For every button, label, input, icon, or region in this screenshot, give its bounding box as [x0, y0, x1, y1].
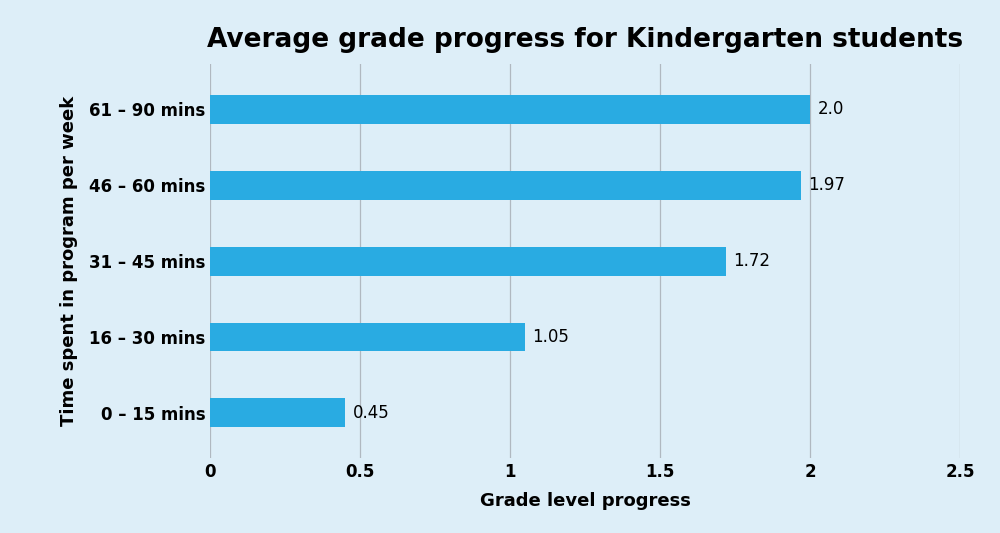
Text: 1.05: 1.05 — [532, 328, 569, 346]
Text: 1.97: 1.97 — [808, 176, 845, 195]
Bar — [210, 399, 345, 427]
Bar — [210, 322, 525, 351]
Text: 2.0: 2.0 — [818, 100, 844, 118]
Title: Average grade progress for Kindergarten students: Average grade progress for Kindergarten … — [207, 27, 963, 53]
Bar — [210, 247, 726, 276]
Text: 1.72: 1.72 — [734, 252, 770, 270]
Bar — [210, 95, 810, 124]
Bar — [210, 171, 801, 200]
Y-axis label: Time spent in program per week: Time spent in program per week — [60, 96, 78, 426]
Text: 0.45: 0.45 — [352, 404, 389, 422]
X-axis label: Grade level progress: Grade level progress — [480, 492, 690, 511]
